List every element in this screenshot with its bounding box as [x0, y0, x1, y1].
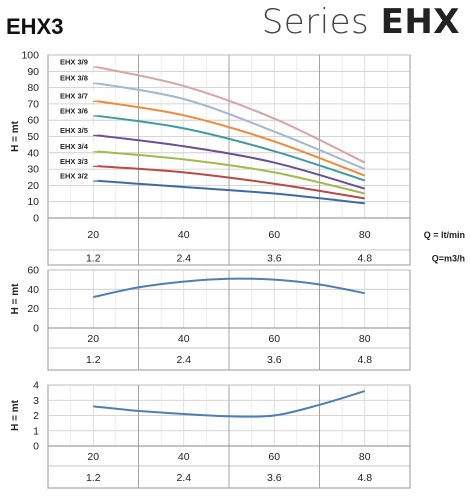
- panel-1-ytick-label: 50: [27, 131, 39, 143]
- panel-2-xtick2-label: 3.6: [267, 354, 282, 366]
- panel-2-ytick-label: 20: [27, 303, 39, 315]
- panel-3-ylabel: H = mt: [10, 399, 21, 431]
- panel-1-xtick-label: 60: [268, 229, 280, 241]
- series-line-ehx-3-4: [93, 150, 365, 195]
- series-label: EHX 3/3: [60, 157, 88, 166]
- panel-2-xtick-label: 80: [359, 333, 371, 345]
- panel-3-xtick-label: 60: [268, 451, 280, 463]
- series-line-ehx-3-8: [93, 81, 366, 171]
- panel-3-series-line: [93, 390, 366, 418]
- series-label: EHX 3/5: [60, 126, 88, 135]
- series-label: EHX 3/9: [60, 57, 88, 66]
- series-label: EHX 3/4: [60, 142, 89, 151]
- series-label: EHX 3/8: [60, 74, 88, 83]
- series-line-ehx-3-5: [93, 133, 366, 190]
- panel-3-xtick-label: 40: [178, 451, 190, 463]
- panel-1-ytick-label: 20: [27, 180, 39, 192]
- panel-2-ylabel: H = mt: [10, 283, 21, 315]
- series-line-ehx-3-3: [93, 164, 365, 200]
- series-label-bg: [58, 72, 98, 83]
- panel-1-ytick-label: 70: [27, 98, 39, 110]
- panel-1-xtick2-label: 4.8: [357, 253, 372, 265]
- panel-2-xtick-label: 40: [178, 333, 190, 345]
- panel-1-xtick2-label: 1.2: [86, 253, 101, 265]
- panel-2-ytick-label: 40: [27, 284, 39, 296]
- series-label-bg: [58, 90, 98, 101]
- panel-1-xtick2-label: 2.4: [176, 253, 191, 265]
- panel-2-xtick-label: 20: [87, 333, 99, 345]
- series-label-bg: [58, 155, 98, 166]
- series-heading: Series EHX: [262, 2, 460, 42]
- panel-1-ytick-label: 90: [27, 66, 39, 78]
- series-label-bg: [58, 141, 98, 152]
- panel-2-ytick-label: 60: [27, 265, 39, 277]
- series-line-ehx-3-9: [93, 65, 366, 164]
- series-name: EHX: [380, 2, 460, 42]
- series-label: EHX 3/7: [60, 92, 88, 101]
- series-line-ehx-3-2: [93, 179, 365, 205]
- panel-3-ytick-label: 0: [33, 441, 39, 453]
- series-label-bg: [58, 105, 98, 116]
- panel-2-xtick2-label: 4.8: [357, 354, 372, 366]
- panel-1-ytick-label: 40: [27, 147, 39, 159]
- panel-1-xtick2-label: 3.6: [267, 253, 282, 265]
- panel-1-xtick-label: 20: [87, 229, 99, 241]
- series-line-ehx-3-7: [93, 99, 366, 177]
- panel-3-xtick2-label: 1.2: [86, 472, 101, 484]
- panel-1-ytick-label: 10: [27, 196, 39, 208]
- panel-2-xtick2-label: 2.4: [176, 354, 191, 366]
- page-title: EHX3: [6, 14, 64, 39]
- panel-1-xtick-label: 40: [178, 229, 190, 241]
- series-label-bg: [58, 170, 98, 181]
- panel-3-xtick2-label: 3.6: [267, 472, 282, 484]
- panel-1-xtick-label: 80: [359, 229, 371, 241]
- panel-2-xtick2-label: 1.2: [86, 354, 101, 366]
- panel-1-xunit: Q = lt/min: [424, 230, 465, 240]
- series-line-ehx-3-6: [93, 114, 366, 182]
- panel-2-ytick-label: 0: [33, 323, 39, 335]
- panel-3-xtick-label: 20: [87, 451, 99, 463]
- panel-1-ytick-label: 0: [33, 213, 39, 225]
- series-label-bg: [58, 124, 98, 135]
- panel-3-xtick2-label: 4.8: [357, 472, 372, 484]
- panel-1-ytick-label: 80: [27, 82, 39, 94]
- panel-3-ytick-label: 4: [33, 380, 39, 392]
- panel-3-ytick-label: 1: [33, 425, 39, 437]
- series-prefix: Series: [261, 2, 381, 42]
- panel-1-ytick-label: 30: [27, 164, 39, 176]
- panel-1-ylabel: H = mt: [10, 120, 21, 152]
- panel-3-xtick-label: 80: [359, 451, 371, 463]
- series-label: EHX 3/6: [60, 106, 88, 115]
- panel-3-xtick2-label: 2.4: [176, 472, 191, 484]
- panel-2-xtick-label: 60: [268, 333, 280, 345]
- panel-1-xunit2: Q=m3/h: [432, 254, 465, 264]
- panel-1-ytick-label: 60: [27, 115, 39, 127]
- panel-2-series-line: [93, 277, 365, 299]
- panel-3-ytick-label: 2: [33, 410, 39, 422]
- panel-1-ytick-label: 100: [21, 50, 39, 62]
- series-label: EHX 3/2: [60, 172, 88, 181]
- series-label-bg: [58, 56, 98, 67]
- panel-3-ytick-label: 3: [33, 395, 39, 407]
